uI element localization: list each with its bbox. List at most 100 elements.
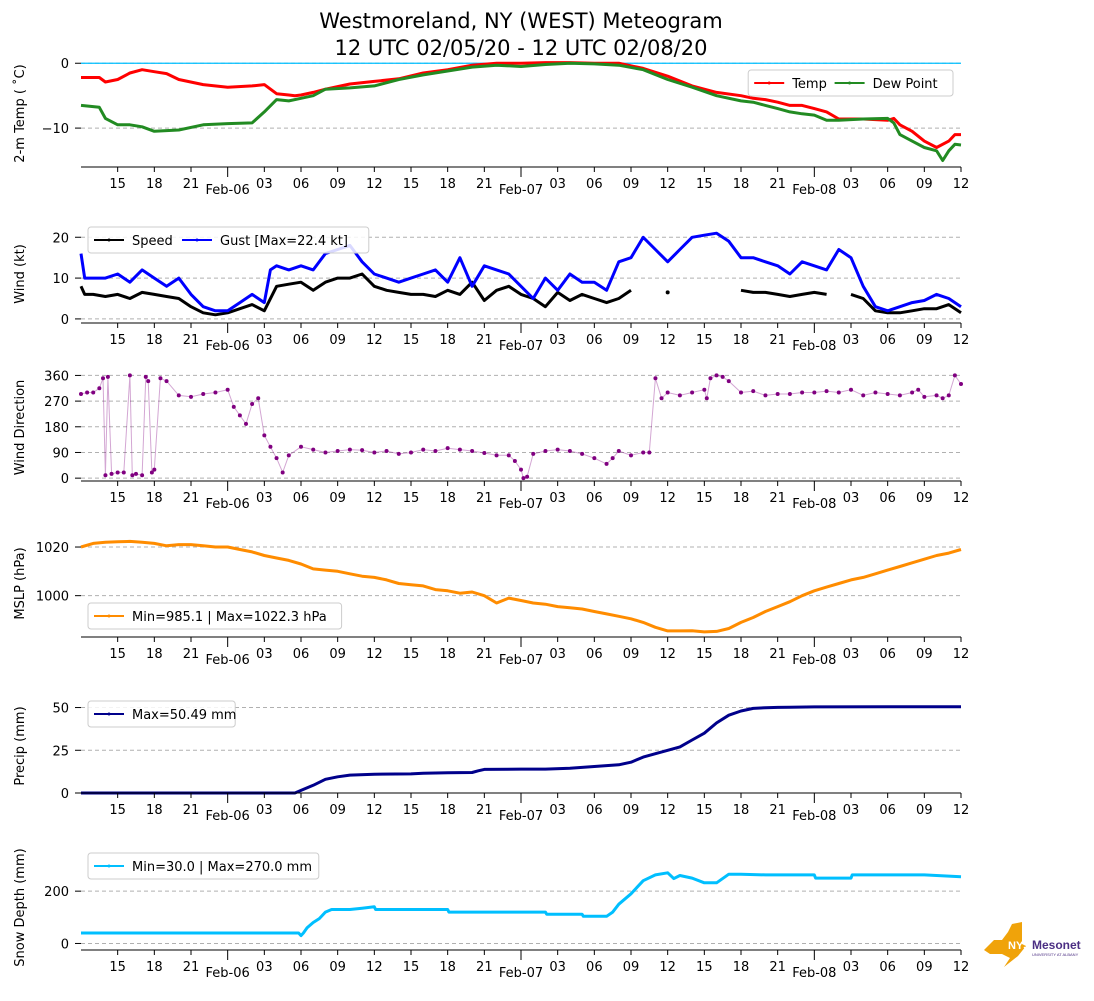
legend-label: Speed — [132, 234, 173, 249]
data-point — [323, 450, 328, 455]
x-tick-label: 18 — [439, 803, 456, 818]
x-tick-label: 06 — [879, 177, 896, 192]
data-point — [311, 447, 316, 452]
data-point — [176, 393, 181, 398]
legend: Max=50.49 mm — [87, 700, 236, 728]
data-point — [158, 376, 163, 381]
x-tick-label: 18 — [733, 333, 750, 348]
legend-box — [87, 852, 320, 880]
chart-title-line2: 12 UTC 02/05/20 - 12 UTC 02/08/20 — [335, 36, 708, 60]
x-tick-label: 18 — [146, 803, 163, 818]
data-point — [115, 470, 120, 475]
x-tick-label: 21 — [183, 491, 200, 506]
data-point — [665, 290, 670, 295]
x-tick-label: 12 — [953, 647, 970, 662]
y-tick-label: 0 — [61, 313, 69, 328]
data-point — [396, 451, 401, 456]
legend-box — [87, 226, 370, 254]
x-tick-label: 21 — [769, 333, 786, 348]
data-point — [726, 379, 731, 384]
x-tick-label: 21 — [183, 803, 200, 818]
x-tick-label: 03 — [843, 177, 860, 192]
x-tick-label: 03 — [549, 333, 566, 348]
x-date-label: Feb-08 — [792, 339, 836, 354]
data-point — [580, 451, 585, 456]
data-point — [739, 390, 743, 395]
x-tick-label: 21 — [183, 177, 200, 192]
x-tick-label: 15 — [696, 333, 713, 348]
x-date-label: Feb-06 — [206, 339, 250, 354]
x-date-label: Feb-07 — [499, 497, 543, 512]
data-point — [103, 473, 108, 478]
x-date-label: Feb-06 — [206, 183, 250, 198]
x-tick-label: 09 — [623, 491, 640, 506]
x-tick-label: 03 — [549, 960, 566, 975]
x-tick-label: 09 — [329, 960, 346, 975]
x-tick-label: 03 — [549, 491, 566, 506]
series-line — [79, 272, 962, 317]
x-tick-label: 03 — [843, 647, 860, 662]
x-tick-label: 09 — [623, 803, 640, 818]
x-tick-label: 12 — [953, 177, 970, 192]
x-tick-label: 15 — [109, 647, 126, 662]
y-tick-label: 90 — [52, 446, 69, 461]
data-point — [482, 451, 487, 456]
x-date-label: Feb-07 — [499, 183, 543, 198]
x-tick-label: 21 — [769, 491, 786, 506]
data-point — [105, 374, 110, 379]
data-point — [861, 393, 866, 398]
data-point — [897, 393, 902, 398]
x-tick-label: 21 — [476, 960, 493, 975]
y-tick-label: 180 — [44, 421, 69, 436]
data-point — [140, 473, 145, 478]
data-point — [134, 471, 138, 476]
legend: Min=30.0 | Max=270.0 mm — [87, 852, 320, 880]
data-point — [225, 387, 230, 392]
x-tick-label: 18 — [439, 960, 456, 975]
data-point — [519, 467, 523, 472]
x-tick-label: 21 — [769, 803, 786, 818]
x-tick-label: 18 — [146, 960, 163, 975]
x-tick-label: 12 — [366, 333, 383, 348]
data-point — [201, 391, 206, 396]
y-axis-label: Precip (mm) — [13, 706, 28, 785]
data-point — [268, 444, 273, 449]
x-tick-label: 12 — [659, 333, 676, 348]
x-tick-label: 15 — [403, 803, 420, 818]
data-point — [109, 471, 114, 476]
data-point — [237, 413, 242, 418]
y-tick-label: 270 — [44, 395, 69, 410]
x-tick-label: 03 — [256, 333, 273, 348]
x-tick-label: 18 — [146, 177, 163, 192]
x-tick-label: 12 — [366, 177, 383, 192]
x-tick-label: 06 — [586, 177, 603, 192]
x-date-label: Feb-06 — [206, 653, 250, 668]
series-line — [81, 871, 962, 938]
x-date-label: Feb-06 — [206, 497, 250, 512]
x-tick-label: 09 — [623, 647, 640, 662]
panel-snow-depth: 0 200 Snow Depth (mm) 15 18 21 03 06 09 12 15 18 21 0… — [13, 848, 969, 981]
x-tick-label: 03 — [256, 960, 273, 975]
data-point — [286, 453, 291, 458]
data-point — [360, 448, 365, 453]
series-line — [80, 539, 962, 634]
x-tick-label: 03 — [256, 647, 273, 662]
x-tick-label: 06 — [879, 647, 896, 662]
new-york-state-shape — [984, 922, 1026, 967]
x-tick-label: 09 — [329, 333, 346, 348]
data-point — [836, 390, 841, 395]
x-tick-label: 12 — [953, 491, 970, 506]
data-point — [149, 470, 154, 475]
x-tick-label: 15 — [403, 177, 420, 192]
x-tick-label: 12 — [659, 803, 676, 818]
logo-nys-text: NYS — [1008, 940, 1031, 952]
y-tick-label: 1000 — [36, 590, 69, 605]
data-point — [250, 401, 255, 406]
x-tick-label: 09 — [916, 491, 933, 506]
data-point — [714, 373, 719, 378]
x-tick-label: 12 — [953, 960, 970, 975]
x-tick-label: 21 — [769, 177, 786, 192]
x-tick-label: 12 — [953, 333, 970, 348]
y-axis-label: Snow Depth (mm) — [13, 848, 28, 966]
